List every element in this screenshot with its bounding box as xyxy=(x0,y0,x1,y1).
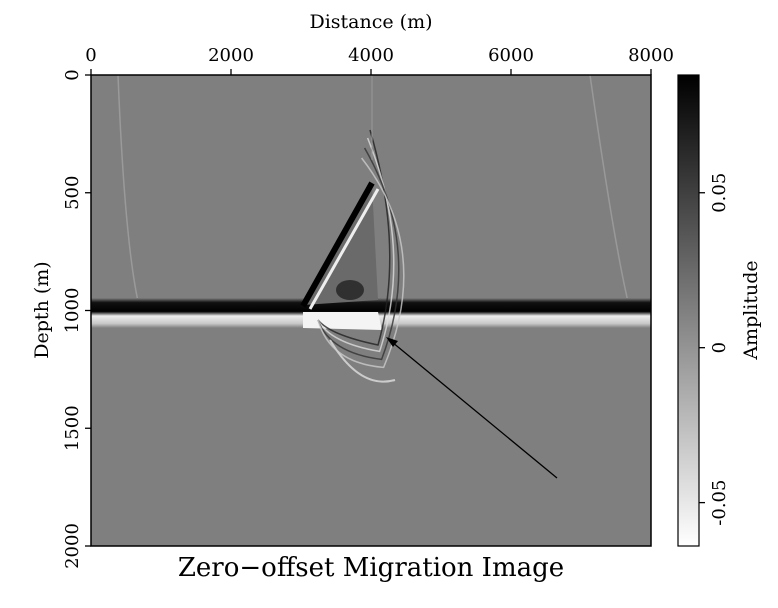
image-feature xyxy=(336,280,364,300)
x-tick-label: 2000 xyxy=(208,45,254,66)
y-tick-label: 0 xyxy=(62,69,83,80)
colorbar-tick-label: 0.05 xyxy=(709,173,730,213)
image-feature xyxy=(308,188,380,310)
y-tick-label: 1500 xyxy=(62,405,83,451)
x-axis-label: Distance (m) xyxy=(309,11,432,33)
x-tick-label: 8000 xyxy=(628,45,674,66)
x-tick-label: 0 xyxy=(85,45,96,66)
y-axis-label: Depth (m) xyxy=(31,261,53,358)
y-tick-label: 2000 xyxy=(62,523,83,569)
annotation-arrow xyxy=(391,341,558,479)
colorbar-tick-label: 0 xyxy=(709,342,730,353)
image-feature xyxy=(300,181,375,308)
image-feature xyxy=(589,75,631,311)
image-feature xyxy=(329,339,396,383)
image-feature xyxy=(117,75,141,311)
arrow-head xyxy=(386,337,398,347)
colorbar-label: Amplitude xyxy=(740,260,762,360)
colorbar-tick-label: -0.05 xyxy=(709,480,730,526)
y-tick-label: 500 xyxy=(62,176,83,210)
x-tick-label: 6000 xyxy=(488,45,534,66)
x-tick-label: 4000 xyxy=(348,45,394,66)
y-tick-label: 1000 xyxy=(62,288,83,334)
image xyxy=(91,75,651,546)
colorbar xyxy=(677,74,700,547)
image-feature xyxy=(303,312,382,330)
chart-title: Zero−offset Migration Image xyxy=(178,553,564,583)
